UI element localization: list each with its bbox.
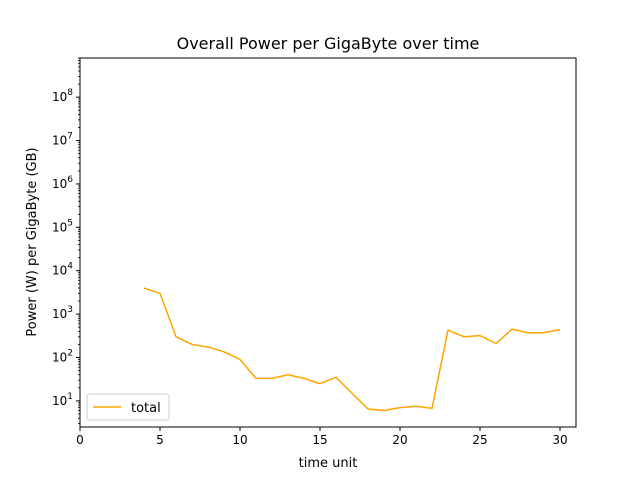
y-tick-label: 106	[52, 175, 73, 191]
y-tick-exponent: 5	[67, 218, 73, 228]
x-tick-label: 10	[232, 433, 247, 447]
legend-label: total	[131, 401, 161, 416]
y-tick-exponent: 8	[67, 88, 73, 98]
y-tick-exponent: 4	[67, 262, 73, 272]
plot-area	[143, 287, 561, 412]
y-tick-exponent: 1	[67, 392, 73, 402]
y-tick-base: 10	[52, 177, 67, 191]
x-tick-label: 5	[156, 433, 164, 447]
y-tick-exponent: 6	[67, 175, 73, 185]
y-tick-base: 10	[52, 90, 67, 104]
legend-box	[86, 393, 170, 421]
x-tick-label: 20	[392, 433, 407, 447]
plot-frame	[79, 57, 577, 428]
y-tick-base: 10	[52, 134, 67, 148]
y-tick-base: 10	[52, 307, 67, 321]
y-axis-label: Power (W) per GigaByte (GB)	[25, 147, 40, 336]
series-line-total	[143, 287, 561, 412]
x-tick-label: 0	[76, 433, 84, 447]
x-axis: 0 5 10 15 20 25 30	[76, 427, 568, 447]
y-tick-label: 108	[52, 88, 73, 104]
y-tick-exponent: 7	[67, 132, 73, 142]
x-tick-label: 15	[312, 433, 327, 447]
x-tick-label: 30	[552, 433, 567, 447]
chart-title: Overall Power per GigaByte over time	[177, 34, 480, 53]
y-tick-label: 104	[52, 262, 73, 278]
y-tick-base: 10	[52, 394, 67, 408]
y-tick-label: 103	[52, 305, 73, 321]
y-tick-label: 105	[52, 218, 73, 234]
y-tick-label: 102	[52, 348, 73, 364]
x-axis-label: time unit	[299, 456, 358, 471]
y-tick-base: 10	[52, 264, 67, 278]
y-tick-label: 101	[52, 392, 73, 408]
y-tick-base: 10	[52, 220, 67, 234]
y-tick-base: 10	[52, 350, 67, 364]
y-tick-label: 107	[52, 132, 73, 148]
x-tick-label: 25	[472, 433, 487, 447]
y-tick-exponent: 3	[67, 305, 73, 315]
y-tick-exponent: 2	[67, 348, 73, 358]
legend: total	[86, 393, 170, 421]
